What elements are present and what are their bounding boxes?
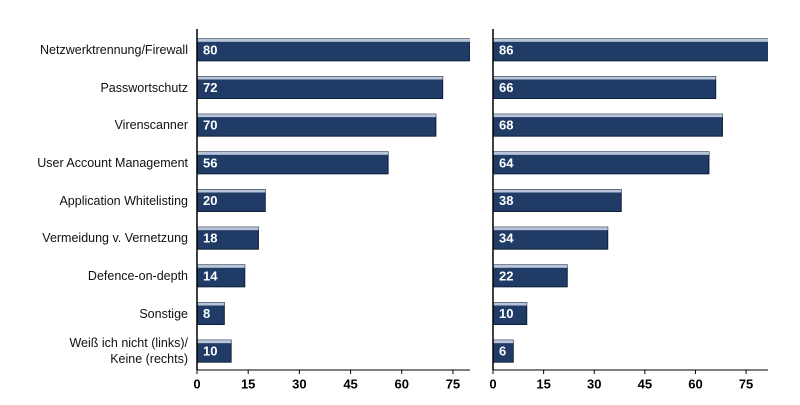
- bar-highlight: [197, 76, 443, 80]
- plot: 80 72 70 56 20 18 14 8 10: [197, 38, 470, 363]
- x-tick-label: 15: [241, 376, 255, 391]
- value-label: 56: [203, 155, 217, 170]
- bar-highlight: [493, 76, 716, 80]
- x-tick-label: 45: [343, 376, 357, 391]
- x-tick-label: 0: [489, 376, 496, 391]
- value-label: 38: [499, 193, 513, 208]
- bar: [197, 76, 444, 99]
- category-label: Defence-on-depth: [87, 268, 188, 283]
- x-tick-label: 0: [193, 376, 200, 391]
- bar: [197, 151, 389, 175]
- x-tick-label: 60: [395, 376, 409, 391]
- bar-highlight: [197, 38, 470, 42]
- bar-highlight: [493, 151, 709, 155]
- x-tick-label: 30: [587, 376, 601, 391]
- value-label: 80: [203, 42, 217, 57]
- bar-highlight: [493, 189, 622, 193]
- bar: [493, 113, 723, 137]
- value-label: 86: [499, 42, 513, 57]
- x-tick-label: 60: [688, 376, 702, 391]
- value-label: 72: [203, 80, 217, 95]
- bar: [197, 38, 470, 62]
- x-tick-label: 30: [292, 376, 306, 391]
- bar-highlight: [197, 264, 245, 268]
- bar: [197, 302, 225, 325]
- bar-highlight: [197, 227, 259, 231]
- value-label: 6: [499, 344, 506, 359]
- bar-highlight: [197, 340, 232, 344]
- x-tick-label: 45: [638, 376, 652, 391]
- x-tick-label: 15: [536, 376, 550, 391]
- value-label: 18: [203, 231, 217, 246]
- value-label: 20: [203, 193, 217, 208]
- bar-highlight: [493, 227, 608, 231]
- bar: [197, 113, 437, 137]
- value-label: 66: [499, 80, 513, 95]
- value-label: 10: [203, 344, 217, 359]
- bar-highlight: [493, 340, 514, 344]
- value-label: 10: [499, 306, 513, 321]
- bar-highlight: [493, 38, 768, 42]
- bar: [493, 151, 710, 175]
- bar-highlight: [197, 302, 225, 306]
- bar-highlight: [197, 114, 436, 118]
- value-label: 34: [499, 231, 514, 246]
- bar-highlight: [197, 151, 389, 155]
- category-label: Sonstige: [139, 306, 188, 321]
- category-label: User Account Management: [37, 155, 188, 170]
- category-label: Vermeidung v. Vernetzung: [42, 231, 188, 246]
- category-label: Netzwerktrennung/Firewall: [40, 42, 188, 57]
- value-label: 64: [499, 155, 514, 170]
- value-label: 14: [203, 268, 218, 283]
- value-label: 22: [499, 268, 513, 283]
- value-label: 68: [499, 118, 513, 133]
- value-label: 8: [203, 306, 210, 321]
- category-label: Application Whitelisting: [59, 193, 188, 208]
- category-label: Passwortschutz: [100, 80, 188, 95]
- plot: 86 66 68 64 38 34 22 10 6: [493, 38, 768, 363]
- x-tick-label: 75: [446, 376, 460, 391]
- bar-highlight: [493, 302, 527, 306]
- bar: [493, 38, 768, 62]
- bar-highlight: [493, 264, 568, 268]
- value-label: 70: [203, 118, 217, 133]
- x-tick-label: 75: [739, 376, 753, 391]
- category-label: Virenscanner: [114, 118, 188, 133]
- bar-highlight: [493, 114, 723, 118]
- category-label: Weiß ich nicht (links)/ Keine (rechts): [69, 336, 188, 367]
- bar-highlight: [197, 189, 266, 193]
- bar: [493, 76, 717, 99]
